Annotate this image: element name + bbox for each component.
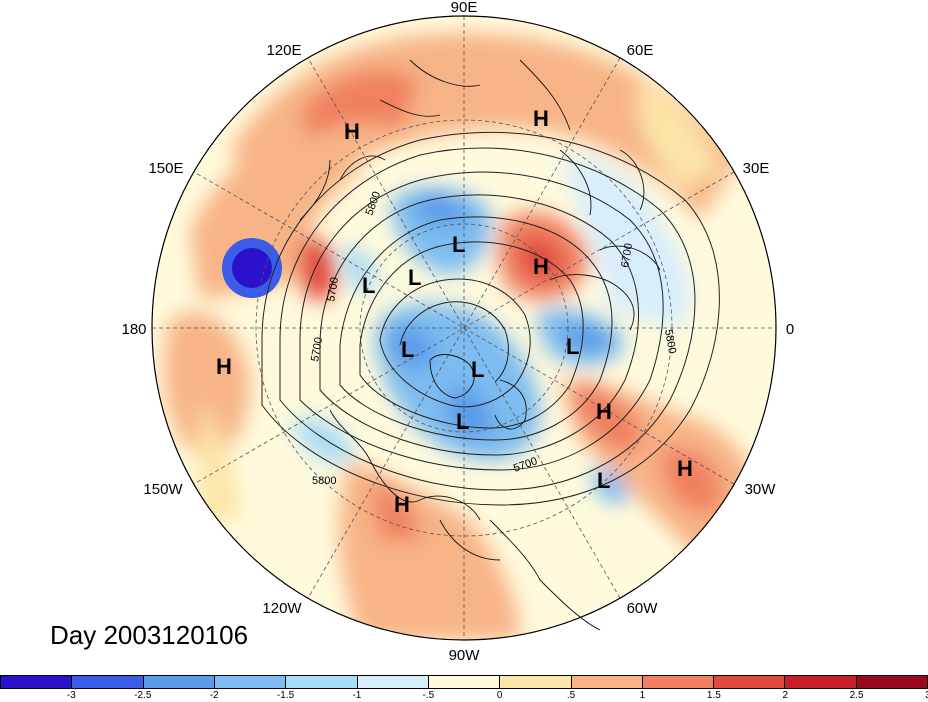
contour-label: 6700	[619, 242, 635, 268]
longitude-labels: 90E 60E 30E 0 30W 60W 90W 120W 150W 180 …	[121, 0, 794, 664]
colorbar-segment	[72, 676, 144, 688]
lon-label-60e: 60E	[627, 42, 654, 59]
colorbar-segment	[143, 676, 215, 688]
height-contours	[261, 131, 720, 506]
colorbar-segment	[856, 676, 928, 688]
colorbar-tick-label: 1	[639, 690, 646, 701]
contour-labels: 5800 5700 5700 6700 5800 5700 5800	[309, 190, 678, 487]
lon-label-120e: 120E	[266, 42, 301, 59]
lon-label-0: 0	[786, 321, 794, 338]
colorbar-segment	[571, 676, 643, 688]
contour-label: 5700	[325, 276, 341, 302]
colorbar-segment	[428, 676, 501, 688]
colorbar-tick-label: 2.5	[849, 690, 864, 701]
colorbar-tick-label: 3	[925, 690, 928, 701]
lon-label-30e: 30E	[743, 160, 770, 177]
high-pressure-center: H	[677, 456, 693, 481]
high-pressure-center: H	[533, 254, 549, 279]
high-pressure-center: H	[344, 119, 360, 144]
colorbar-segment	[357, 676, 429, 688]
low-pressure-center: L	[452, 232, 465, 257]
low-pressure-center: L	[362, 273, 375, 298]
lon-label-90w: 90W	[449, 647, 481, 664]
high-pressure-center: H	[596, 399, 612, 424]
high-pressure-center: H	[394, 492, 410, 517]
lon-label-120w: 120W	[262, 600, 302, 617]
colorbar-tick-label: -3	[66, 690, 76, 701]
anomaly-field	[152, 16, 776, 640]
high-pressure-center: H	[533, 106, 549, 131]
colorbar-tick-label: -1.5	[276, 690, 295, 701]
colorbar-tick-label: 2	[782, 690, 788, 701]
colorbar-tick-label: .5	[566, 690, 576, 701]
contour-label: 5800	[662, 328, 678, 354]
contour-label: 5800	[312, 475, 336, 487]
colorbar-segment	[714, 676, 786, 688]
lon-label-30w: 30W	[745, 481, 777, 498]
colorbar	[0, 675, 928, 689]
colorbar-tick-label: 0	[496, 690, 503, 701]
colorbar-tick-label: -.5	[422, 690, 435, 701]
lon-label-60w: 60W	[627, 600, 659, 617]
pressure-centers: H H L L L H L L L L H H H L H	[216, 106, 693, 517]
colorbar-tick-label: -2.5	[134, 690, 152, 701]
lon-label-90e: 90E	[451, 0, 478, 16]
high-pressure-center: H	[216, 354, 232, 379]
colorbar-labels: -3 -2.5 -2 -1.5 -1 -.5 0 .5 1 1.5 2 2.5 3	[0, 690, 928, 702]
colorbar-segment	[785, 676, 857, 688]
colorbar-tick-label: -1	[352, 690, 362, 701]
low-pressure-center: L	[471, 357, 484, 382]
contour-label: 5700	[309, 336, 325, 362]
map-border	[151, 15, 777, 641]
colorbar-segment	[642, 676, 715, 688]
low-pressure-center: L	[401, 337, 414, 362]
graticule	[152, 16, 776, 640]
low-pressure-center: L	[566, 334, 579, 359]
lon-label-150e: 150E	[148, 160, 183, 177]
colorbar-segment	[500, 676, 572, 688]
day-label: Day 2003120106	[50, 620, 249, 650]
lon-label-180: 180	[121, 321, 146, 338]
colorbar-segment	[1, 676, 73, 688]
colorbar-tick-label: -2	[209, 690, 219, 701]
colorbar-segment	[286, 676, 358, 688]
lon-label-150w: 150W	[143, 481, 183, 498]
colorbar-tick-label: 1.5	[706, 690, 721, 701]
low-pressure-center: L	[456, 409, 469, 434]
low-pressure-center: L	[597, 468, 610, 493]
colorbar-segment	[214, 676, 287, 688]
low-pressure-center: L	[408, 265, 421, 290]
